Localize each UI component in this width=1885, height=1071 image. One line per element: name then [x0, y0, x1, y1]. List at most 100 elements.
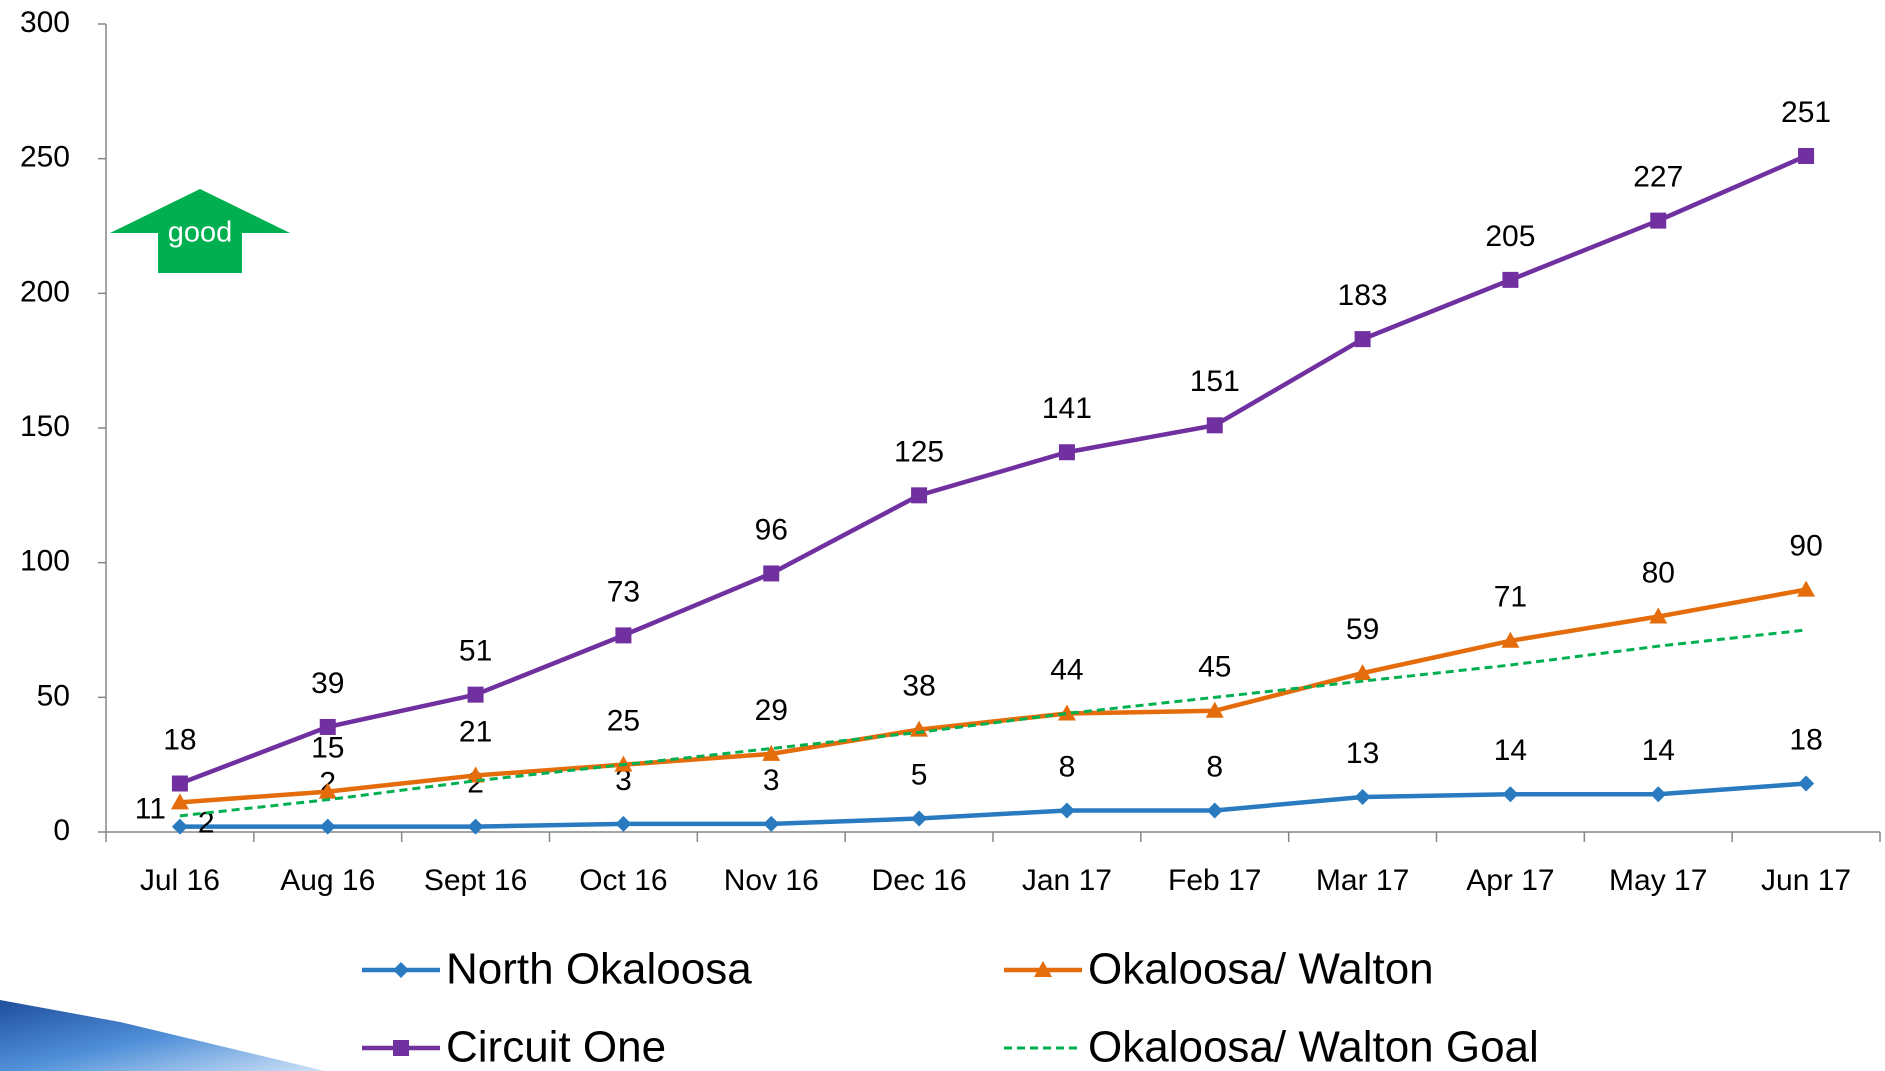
point	[615, 815, 632, 832]
data-label: 39	[311, 667, 344, 700]
legend-marker	[393, 962, 409, 978]
data-label: 251	[1781, 96, 1831, 129]
point	[1797, 580, 1816, 597]
point	[1798, 775, 1815, 792]
data-label: 15	[311, 732, 344, 765]
data-label: 205	[1485, 220, 1535, 253]
data-label: 3	[763, 764, 780, 797]
point	[1502, 271, 1519, 288]
point	[467, 818, 484, 835]
point	[1206, 417, 1223, 434]
good-arrow	[110, 189, 290, 273]
legend-label: North Okaloosa	[446, 945, 752, 994]
data-label: 183	[1338, 279, 1388, 312]
x-tick-label: Feb 17	[1168, 864, 1261, 897]
x-tick-label: Oct 16	[579, 864, 667, 897]
x-tick-label: May 17	[1609, 864, 1707, 897]
x-tick-label: Nov 16	[724, 864, 819, 897]
point	[762, 744, 781, 761]
y-tick-label: 50	[37, 679, 70, 712]
point	[170, 793, 189, 810]
data-label: 80	[1642, 556, 1675, 589]
data-label: 96	[755, 513, 788, 546]
data-label: 18	[163, 723, 196, 756]
data-label: 51	[459, 635, 492, 668]
point	[1798, 147, 1815, 164]
y-tick-label: 100	[20, 545, 70, 578]
series-line	[179, 587, 1807, 805]
point	[319, 818, 336, 835]
legend-label: Okaloosa/ Walton Goal	[1088, 1023, 1539, 1071]
data-label: 29	[755, 694, 788, 727]
point	[466, 766, 485, 783]
point	[318, 782, 337, 799]
point	[1502, 786, 1519, 803]
data-label: 45	[1198, 651, 1231, 684]
data-label: 8	[1059, 750, 1076, 783]
data-label: 227	[1633, 161, 1683, 194]
point	[1058, 802, 1075, 819]
data-label: 8	[1206, 750, 1223, 783]
data-label: 2	[198, 807, 215, 840]
point	[615, 627, 632, 644]
x-tick-label: Apr 17	[1466, 864, 1554, 897]
x-tick-label: Mar 17	[1316, 864, 1409, 897]
y-tick-label: 0	[53, 814, 70, 847]
point	[1354, 331, 1371, 348]
data-label: 151	[1190, 365, 1240, 398]
point	[319, 718, 336, 735]
y-tick-label: 250	[20, 141, 70, 174]
point	[1650, 212, 1667, 229]
point	[1205, 701, 1224, 718]
x-tick-label: Jul 16	[140, 864, 220, 897]
decoration	[0, 1000, 325, 1071]
data-label: 21	[459, 715, 492, 748]
point	[763, 815, 780, 832]
x-tick-label: Sept 16	[424, 864, 527, 897]
legend-marker	[1034, 961, 1052, 977]
x-tick-label: Jun 17	[1761, 864, 1851, 897]
data-label: 71	[1494, 581, 1527, 614]
data-label: 38	[902, 670, 935, 703]
data-label: 18	[1789, 723, 1822, 756]
y-tick-label: 150	[20, 410, 70, 443]
point	[171, 775, 188, 792]
point	[171, 818, 188, 835]
data-label: 11	[135, 792, 166, 825]
data-label: 90	[1789, 530, 1822, 563]
x-tick-label: Dec 16	[872, 864, 967, 897]
point	[1206, 802, 1223, 819]
data-label: 14	[1642, 734, 1675, 767]
x-tick-label: Jan 17	[1022, 864, 1112, 897]
point	[911, 810, 928, 827]
legend-marker	[393, 1040, 409, 1056]
data-label: 13	[1346, 737, 1379, 770]
data-label: 5	[911, 758, 928, 791]
annotation: good	[168, 217, 233, 249]
data-label: 14	[1494, 734, 1527, 767]
point	[1649, 607, 1668, 624]
point	[1501, 631, 1520, 648]
series-line	[179, 153, 1807, 786]
y-tick-label: 300	[20, 6, 70, 39]
data-label: 59	[1346, 613, 1379, 646]
point	[1650, 786, 1667, 803]
legend-label: Okaloosa/ Walton	[1088, 945, 1434, 994]
data-label: 141	[1042, 392, 1092, 425]
data-label: 3	[615, 764, 632, 797]
point	[763, 565, 780, 582]
point	[1354, 788, 1371, 805]
point	[1058, 444, 1075, 461]
point	[467, 686, 484, 703]
point	[1057, 704, 1076, 721]
x-tick-label: Aug 16	[280, 864, 375, 897]
data-label: 73	[607, 575, 640, 608]
y-tick-label: 200	[20, 275, 70, 308]
legend-label: Circuit One	[446, 1023, 666, 1071]
data-label: 44	[1050, 653, 1083, 686]
point	[911, 487, 928, 504]
data-label: 125	[894, 435, 944, 468]
data-label: 25	[607, 705, 640, 738]
series-line	[179, 781, 1807, 829]
